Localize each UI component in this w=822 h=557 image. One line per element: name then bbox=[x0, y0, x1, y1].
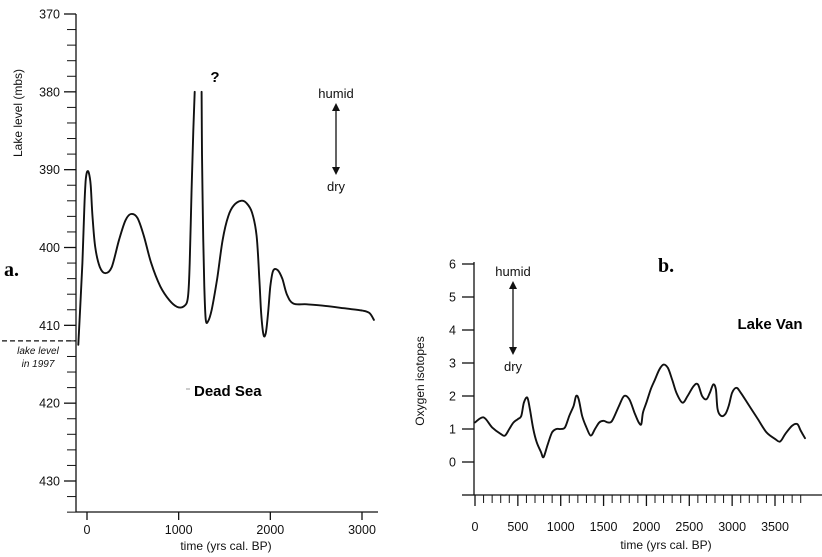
panel-a-y-tick-label: 390 bbox=[39, 163, 60, 177]
panel-b-y-tick-label: 2 bbox=[449, 390, 456, 404]
panel-b-y-tick-label: 6 bbox=[449, 258, 456, 272]
panel-b-label: b. bbox=[658, 255, 674, 277]
panel-a-y-tick-label: 410 bbox=[39, 319, 60, 333]
panel-a-y-tick-label: 380 bbox=[39, 85, 60, 99]
panel-b-series-line bbox=[474, 363, 806, 459]
panel-a-x-ticks: 0 1000 2000 3000 bbox=[84, 512, 376, 537]
panel-b-x-ticks: 0 500 1000 1500 2000 2500 3000 3500 bbox=[472, 495, 802, 534]
panel-b-arrow-down-head bbox=[509, 347, 517, 355]
panel-b-y-tick-label: 3 bbox=[449, 357, 456, 371]
panel-a-x-tick-label: 2000 bbox=[256, 523, 284, 537]
panel-b-title: Lake Van bbox=[737, 316, 802, 333]
panel-b-y-tick-label: 5 bbox=[449, 291, 456, 305]
panel-a-y-minor-ticks bbox=[67, 29, 76, 513]
panel-b-x-tick-label: 1500 bbox=[590, 520, 618, 534]
panel-a-label: a. bbox=[4, 259, 19, 281]
panel-a-x-axis-label: time (yrs cal. BP) bbox=[180, 539, 271, 553]
panel-b-x-axis-label: time (yrs cal. BP) bbox=[620, 538, 711, 552]
panel-a-y-ticks: 370 380 390 400 410 420 430 bbox=[39, 8, 76, 489]
panel-b-y-tick-label: 4 bbox=[449, 324, 456, 338]
panel-a-x-tick-label: 0 bbox=[84, 523, 91, 537]
panel-a-question-mark: ? bbox=[210, 69, 219, 86]
panel-a-series-line bbox=[77, 90, 375, 346]
panel-a-dry-label: dry bbox=[327, 179, 346, 194]
panel-a-arrow-up-head bbox=[332, 103, 340, 111]
panel-a-dead-sea: a. 370 380 390 400 410 420 430 0 1000 2000 3000 L… bbox=[2, 8, 378, 553]
panel-b-x-tick-label: 2000 bbox=[633, 520, 661, 534]
panel-a-humid-label: humid bbox=[318, 86, 353, 101]
panel-a-y-axis-label: Lake level (mbs) bbox=[11, 69, 25, 157]
panel-b-x-tick-label: 2500 bbox=[675, 520, 703, 534]
panel-b-x-tick-label: 0 bbox=[472, 520, 479, 534]
panel-b-y-axis-label: Oxygen isotopes bbox=[413, 336, 427, 425]
panel-a-reference-label-line1: lake level bbox=[17, 346, 59, 357]
panel-a-x-tick-label: 1000 bbox=[165, 523, 193, 537]
panel-a-y-tick-label: 370 bbox=[39, 8, 60, 22]
panel-b-y-tick-label: 1 bbox=[449, 423, 456, 437]
panel-b-x-tick-label: 500 bbox=[507, 520, 528, 534]
panel-b-dry-label: dry bbox=[504, 359, 523, 374]
panel-a-reference-label-line2: in 1997 bbox=[22, 359, 55, 370]
panel-b-x-tick-label: 3500 bbox=[761, 520, 789, 534]
panel-b-x-tick-label: 3000 bbox=[718, 520, 746, 534]
panel-b-humid-label: humid bbox=[495, 264, 530, 279]
panel-a-arrow-down-head bbox=[332, 167, 340, 175]
panel-a-y-tick-label: 420 bbox=[39, 397, 60, 411]
panel-a-x-tick-label: 3000 bbox=[348, 523, 376, 537]
panel-a-title: Dead Sea bbox=[194, 383, 262, 400]
panel-a-y-tick-label: 400 bbox=[39, 241, 60, 255]
panel-b-y-tick-label: 0 bbox=[449, 456, 456, 470]
panel-b-x-tick-label: 1000 bbox=[547, 520, 575, 534]
panel-b-y-ticks: 0 1 2 3 4 5 6 bbox=[449, 258, 474, 496]
panel-b-arrow-up-head bbox=[509, 281, 517, 289]
panel-a-y-tick-label: 430 bbox=[39, 475, 60, 489]
